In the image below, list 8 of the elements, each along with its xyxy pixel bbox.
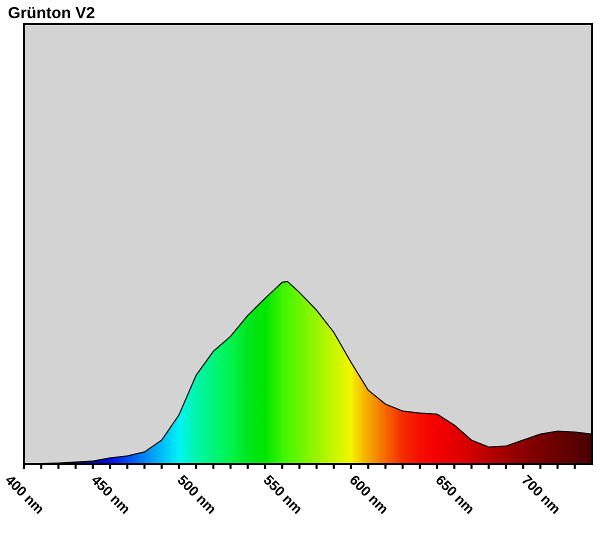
chart-title: Grünton V2 — [8, 6, 94, 18]
x-tick-label: 600 nm — [349, 474, 389, 514]
x-tick-label: 650 nm — [435, 474, 475, 514]
x-tick-label: 450 nm — [90, 474, 131, 514]
x-tick-label: 400 nm — [4, 474, 45, 514]
x-tick-label: 500 nm — [176, 474, 217, 514]
x-tick-label: 700 nm — [521, 474, 561, 514]
x-tick-label: 550 nm — [262, 474, 303, 514]
